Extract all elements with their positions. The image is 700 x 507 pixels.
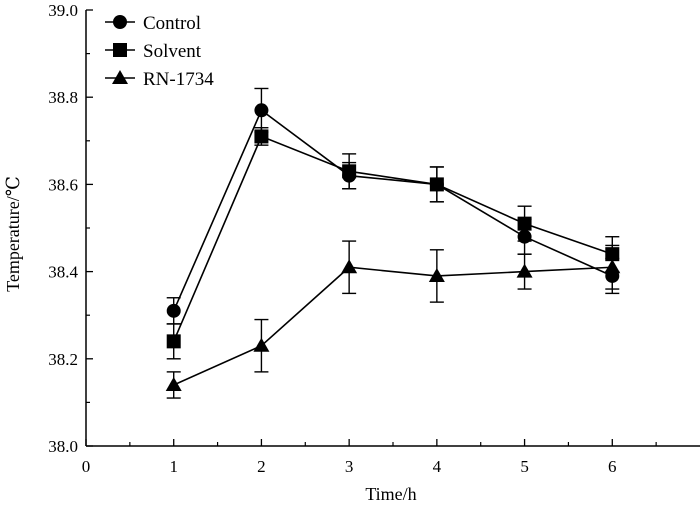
y-axis-label: Temperature/℃: [3, 176, 23, 292]
y-tick-label: 38.8: [48, 88, 78, 107]
legend-label: Solvent: [143, 41, 202, 62]
y-tick-label: 38.0: [48, 437, 78, 456]
legend-label: RN-1734: [143, 69, 214, 90]
data-point: [342, 164, 357, 179]
series-solvent: [166, 127, 620, 360]
x-tick-label: 5: [520, 457, 529, 476]
data-point: [166, 303, 181, 318]
legend: Control Solvent RN-1734: [105, 13, 214, 90]
data-point: [341, 259, 358, 274]
legend-item: Solvent: [105, 41, 202, 62]
x-tick-label: 1: [169, 457, 178, 476]
data-point: [517, 216, 532, 231]
x-axis-label: Time/h: [365, 484, 416, 504]
legend-marker-circle-icon: [113, 15, 127, 29]
x-tick-label: 3: [345, 457, 354, 476]
data-point: [516, 263, 533, 278]
data-point: [254, 129, 269, 144]
data-point: [253, 337, 270, 352]
series-group: [165, 87, 621, 399]
x-tick-label: 4: [433, 457, 442, 476]
data-point: [604, 259, 621, 274]
data-point: [166, 334, 181, 349]
series-line: [173, 266, 613, 386]
series-line: [172, 135, 613, 342]
ticks: 38.0 38.2 38.4 38.6 38.8 39.0 0 1 2 3 4 5 6: [48, 1, 657, 476]
legend-marker-square-icon: [113, 43, 127, 57]
legend-marker-triangle-icon: [112, 70, 128, 84]
y-tick-label: 38.2: [48, 350, 78, 369]
y-tick-label: 39.0: [48, 1, 78, 20]
x-tick-label: 0: [82, 457, 91, 476]
series-control: [166, 87, 620, 325]
legend-item: Control: [105, 13, 201, 34]
legend-label: Control: [143, 13, 201, 34]
x-tick-label: 2: [257, 457, 266, 476]
series-line: [172, 109, 613, 312]
y-tick-label: 38.6: [48, 175, 78, 194]
legend-item: RN-1734: [105, 69, 214, 90]
data-point: [254, 103, 269, 118]
data-point: [429, 177, 444, 192]
series-rn-1734: [165, 240, 621, 399]
x-tick-label: 6: [608, 457, 617, 476]
data-point: [428, 267, 445, 282]
data-point: [165, 376, 182, 391]
y-tick-label: 38.4: [48, 263, 78, 282]
